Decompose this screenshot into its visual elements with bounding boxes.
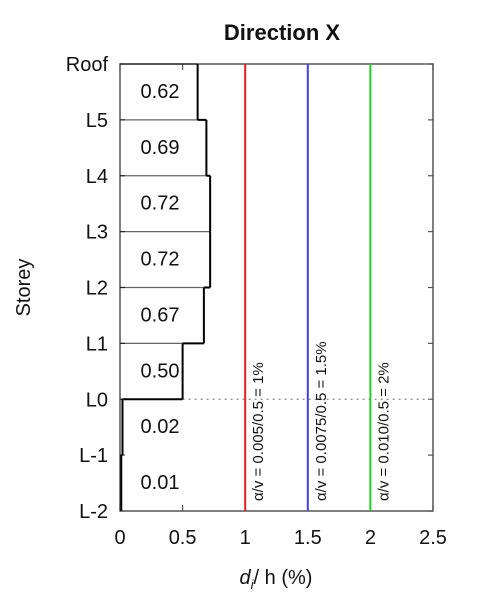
storey-label: L5 (86, 110, 108, 132)
drift-value-label: 0.01 (141, 472, 180, 494)
drift-value-label: 0.50 (141, 360, 180, 382)
drift-value-label: 0.62 (141, 81, 180, 103)
x-tick-label: 1 (240, 527, 251, 549)
x-axis-label: di/ h (%) (240, 567, 313, 592)
drift-limit-lines: α/v = 0.005/0.5 = 1% α/v = 0.0075/0.5 = 1… (244, 64, 392, 511)
drift-value-label: 0.67 (141, 304, 180, 326)
x-tick-label: 2 (365, 527, 376, 549)
storey-label: L3 (86, 222, 108, 244)
storey-label: L2 (86, 278, 108, 300)
x-tick-label: 2.5 (419, 527, 447, 549)
x-axis-label-rest: / h (%) (254, 567, 313, 589)
storey-label: Roof (66, 54, 109, 76)
storey-label: L1 (86, 333, 108, 355)
y-axis-label: Storey (13, 259, 35, 317)
tick-labels: 0 0.5 1 1.5 2 2.5 L-2 L-1 L0 L1 L2 L3 L4 L5 Roof 0.01 0.… (66, 54, 447, 549)
storey-drift-plot (120, 63, 433, 511)
storey-label: L0 (86, 389, 108, 411)
limit-label: α/v = 0.005/0.5 = 1% (250, 362, 267, 501)
x-tick-label: 0.5 (169, 527, 197, 549)
storey-label: L4 (86, 166, 108, 188)
limit-label: α/v = 0.0075/0.5 = 1.5% (313, 341, 330, 501)
x-tick-label: 1.5 (294, 527, 322, 549)
limit-label: α/v = 0.010/0.5 = 2% (375, 362, 392, 501)
x-axis-label-var: d (240, 567, 252, 589)
storey-label: L-1 (79, 445, 108, 467)
chart-title: Direction X (224, 20, 340, 45)
x-axis-label-sub: i (251, 577, 255, 592)
drift-value-label: 0.02 (141, 416, 180, 438)
storey-label: L-2 (79, 501, 108, 523)
x-tick-label: 0 (114, 527, 125, 549)
drift-value-label: 0.72 (141, 193, 180, 215)
drift-value-label: 0.72 (141, 249, 180, 271)
drift-value-label: 0.69 (141, 137, 180, 159)
